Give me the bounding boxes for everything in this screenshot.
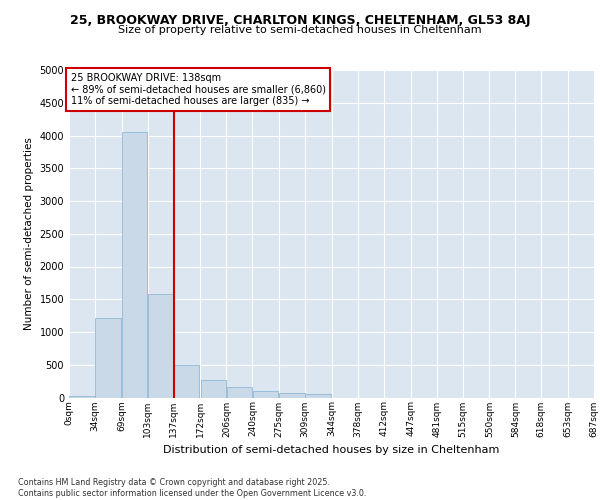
X-axis label: Distribution of semi-detached houses by size in Cheltenham: Distribution of semi-detached houses by … bbox=[163, 445, 500, 455]
Bar bbox=[70, 396, 95, 398]
Bar bbox=[227, 388, 252, 398]
Y-axis label: Number of semi-detached properties: Number of semi-detached properties bbox=[24, 138, 34, 330]
Bar bbox=[253, 391, 278, 398]
Bar bbox=[305, 394, 331, 398]
Bar bbox=[174, 366, 199, 398]
Text: 25, BROOKWAY DRIVE, CHARLTON KINGS, CHELTENHAM, GL53 8AJ: 25, BROOKWAY DRIVE, CHARLTON KINGS, CHEL… bbox=[70, 14, 530, 27]
Text: Size of property relative to semi-detached houses in Cheltenham: Size of property relative to semi-detach… bbox=[118, 25, 482, 35]
Bar bbox=[148, 294, 173, 398]
Bar bbox=[201, 380, 226, 398]
Bar bbox=[280, 393, 305, 398]
Bar bbox=[95, 318, 121, 398]
Text: 25 BROOKWAY DRIVE: 138sqm
← 89% of semi-detached houses are smaller (6,860)
11% : 25 BROOKWAY DRIVE: 138sqm ← 89% of semi-… bbox=[71, 72, 326, 106]
Text: Contains HM Land Registry data © Crown copyright and database right 2025.
Contai: Contains HM Land Registry data © Crown c… bbox=[18, 478, 367, 498]
Bar bbox=[122, 132, 148, 398]
